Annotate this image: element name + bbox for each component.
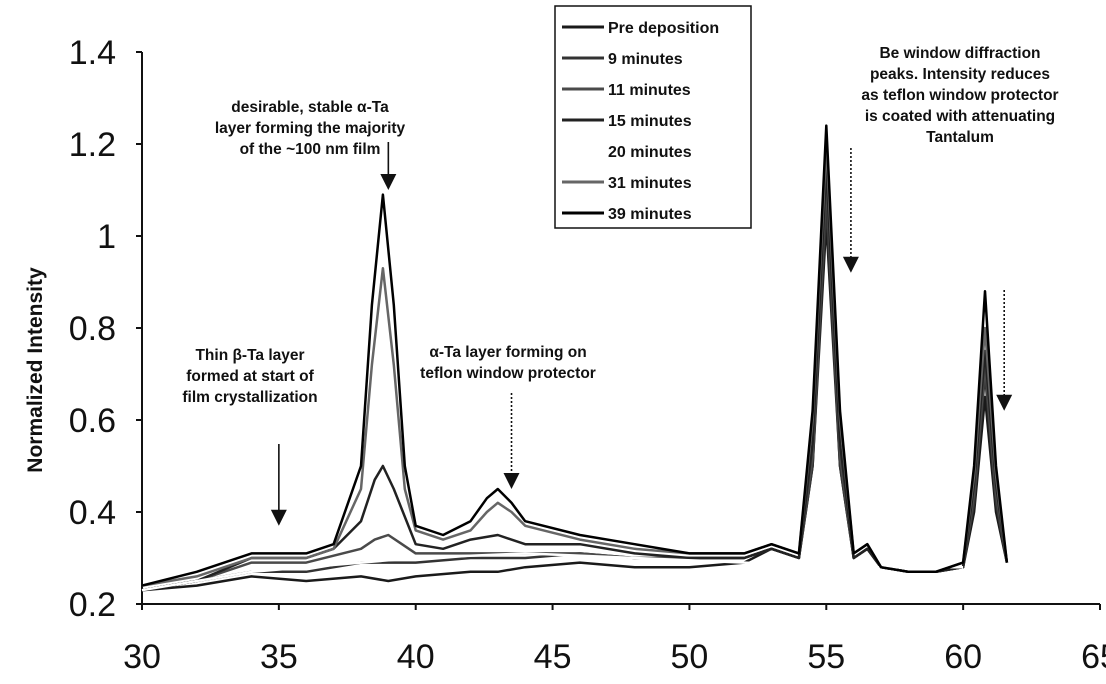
annotation-arrowhead [503,473,520,489]
legend-label: 20 minutes [608,144,692,161]
y-tick-label: 0.6 [69,402,116,440]
annotation-text: teflon window protector [420,365,596,382]
legend-label: 9 minutes [608,51,683,68]
annotation-text: desirable, stable α-Ta [231,99,389,116]
annotation-text: of the ~100 nm film [240,141,381,158]
y-tick-labels: 0.2 0.4 0.6 0.8 1 1.2 1.4 [69,34,142,624]
y-tick-label: 1 [97,218,116,256]
y-tick-label: 1.4 [69,34,116,72]
annotation-arrowhead [380,174,397,190]
legend-label: 15 minutes [608,113,692,130]
x-tick-label: 55 [807,638,845,676]
annotation-arrowhead [270,509,287,526]
annotation-text: formed at start of [186,368,314,385]
x-tick-label: 50 [671,638,709,676]
annotation-text: Tantalum [926,129,994,146]
annotation-arrowhead [842,256,859,273]
series-line-3 [141,179,1009,592]
annotation-text: is coated with attenuating [865,108,1055,125]
annotation-text: Thin β-Ta layer [195,347,304,364]
x-tick-label: 35 [260,638,298,676]
annotation-text: Be window diffraction [879,45,1040,62]
y-tick-label: 0.4 [69,494,116,532]
annotation-text: as teflon window protector [861,87,1058,104]
series-line-1 [141,220,1009,592]
y-tick-label: 1.2 [69,126,116,164]
x-tick-label: 60 [944,638,982,676]
legend-label: 39 minutes [608,206,692,223]
series-lines [141,124,1009,592]
x-tick-labels: 30 35 40 45 50 55 60 65 [123,604,1106,676]
annotation-text: layer forming the majority [215,120,406,137]
annotation-text: peaks. Intensity reduces [870,66,1050,83]
annotations: desirable, stable α-Ta layer forming the … [182,45,1059,526]
legend-label: 31 minutes [608,175,692,192]
x-tick-label: 45 [534,638,572,676]
x-tick-label: 40 [397,638,435,676]
legend-label: Pre deposition [608,20,719,37]
series-line-7 [141,124,1009,587]
legend-box [554,5,752,229]
legend-label: 11 minutes [608,82,691,99]
annotation-text: film crystallization [182,389,317,406]
annotation-text: α-Ta layer forming on [429,344,586,361]
x-tick-label: 30 [123,638,161,676]
y-axis-label: Normalized Intensity [24,267,47,473]
annotation-arrowhead [996,394,1013,411]
x-tick-label: 65 [1081,638,1106,676]
y-tick-label: 0.2 [69,586,116,624]
series-line-5 [141,552,964,592]
y-tick-label: 0.8 [69,310,116,348]
legend: Pre deposition 9 minutes 11 minutes 15 minu… [554,5,752,229]
